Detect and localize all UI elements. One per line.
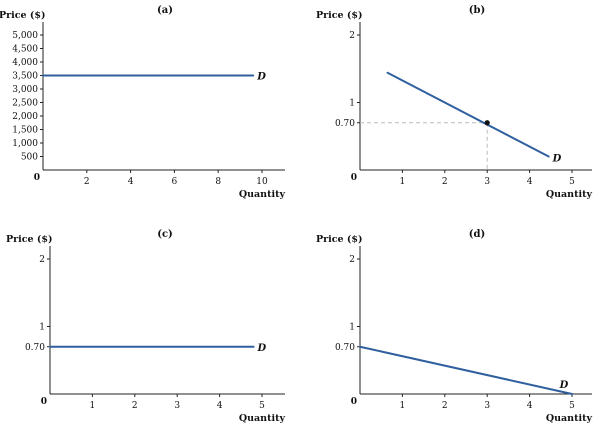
y-axis-label: Price ($) xyxy=(0,10,46,21)
y-tick-label: 1 xyxy=(349,99,355,109)
demand-curve xyxy=(359,345,573,395)
x-tick-label: 2 xyxy=(442,177,448,187)
panel-title: (b) xyxy=(469,5,485,16)
highlight-point xyxy=(484,120,490,126)
origin-label: 0 xyxy=(351,397,357,407)
chart-panel-a: (a) Price ($) Quantity 0 2 4 6 8 10 500 1,000 1,500… xyxy=(0,5,285,200)
y-tick-label: 4,500 xyxy=(12,45,38,55)
series-label: D xyxy=(257,343,267,354)
x-axis-label: Quantity xyxy=(239,189,286,200)
y-axis-label: Price ($) xyxy=(6,234,53,245)
x-axis-label: Quantity xyxy=(546,413,593,424)
y-tick-label: 0.70 xyxy=(25,343,45,353)
panel-title: (a) xyxy=(157,5,173,16)
y-tick-label: 500 xyxy=(21,153,38,163)
y-tick-label: 1 xyxy=(349,323,355,333)
y-tick-label: 1,500 xyxy=(12,126,38,136)
x-tick-label: 4 xyxy=(128,177,134,187)
x-tick-label: 8 xyxy=(215,177,221,187)
x-tick-label: 5 xyxy=(569,177,575,187)
panel-title: (d) xyxy=(469,229,485,240)
y-tick-label: 2 xyxy=(39,255,45,265)
chart-panel-b: (b) Price ($) Quantity 0 1 2 3 4 5 0.70 1 2 D xyxy=(316,5,592,200)
y-tick-label: 0.70 xyxy=(335,343,355,353)
y-tick-label: 2 xyxy=(349,31,355,41)
y-tick-label: 3,000 xyxy=(12,85,38,95)
x-axis-label: Quantity xyxy=(546,189,593,200)
x-tick-label: 6 xyxy=(172,177,178,187)
x-tick-label: 1 xyxy=(90,401,96,411)
x-tick-label: 10 xyxy=(256,177,268,187)
x-axis-label: Quantity xyxy=(239,413,286,424)
series-label: D xyxy=(256,72,266,83)
x-tick-label: 1 xyxy=(400,177,406,187)
x-tick-label: 3 xyxy=(484,401,490,411)
series-label: D xyxy=(559,380,569,391)
y-tick-label: 3,500 xyxy=(12,72,38,82)
y-tick-label: 1 xyxy=(39,323,45,333)
chart-panel-c: (c) Price ($) Quantity 0 1 2 3 4 5 0.70 1 2 D xyxy=(6,229,285,424)
x-tick-label: 4 xyxy=(527,177,533,187)
origin-label: 0 xyxy=(351,173,357,183)
x-tick-label: 2 xyxy=(84,177,90,187)
x-tick-label: 3 xyxy=(484,177,490,187)
x-tick-label: 4 xyxy=(217,401,223,411)
x-tick-label: 2 xyxy=(442,401,448,411)
y-tick-label: 2 xyxy=(349,255,355,265)
y-tick-label: 4,000 xyxy=(12,58,38,68)
x-tick-label: 3 xyxy=(174,401,180,411)
x-tick-label: 4 xyxy=(527,401,533,411)
y-tick-label: 5,000 xyxy=(12,31,38,41)
origin-label: 0 xyxy=(41,397,47,407)
panel-title: (c) xyxy=(157,229,173,240)
y-axis-label: Price ($) xyxy=(316,234,363,245)
x-tick-label: 5 xyxy=(259,401,265,411)
y-axis-label: Price ($) xyxy=(316,10,363,21)
x-tick-label: 5 xyxy=(569,401,575,411)
chart-panel-d: (d) Price ($) Quantity 0 1 2 3 4 5 0.70 1 2 D xyxy=(316,229,592,424)
demand-curve xyxy=(386,71,550,158)
series-label: D xyxy=(552,154,562,165)
y-tick-label: 0.70 xyxy=(335,119,355,129)
y-tick-label: 2,000 xyxy=(12,112,38,122)
y-tick-label: 1,000 xyxy=(12,139,38,149)
x-tick-label: 2 xyxy=(132,401,138,411)
origin-label: 0 xyxy=(34,173,40,183)
y-tick-label: 2,500 xyxy=(12,99,38,109)
x-tick-label: 1 xyxy=(400,401,406,411)
